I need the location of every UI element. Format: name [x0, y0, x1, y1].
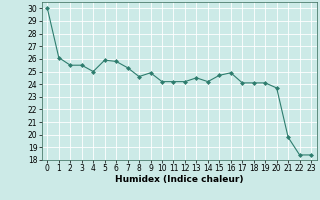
X-axis label: Humidex (Indice chaleur): Humidex (Indice chaleur) — [115, 175, 244, 184]
